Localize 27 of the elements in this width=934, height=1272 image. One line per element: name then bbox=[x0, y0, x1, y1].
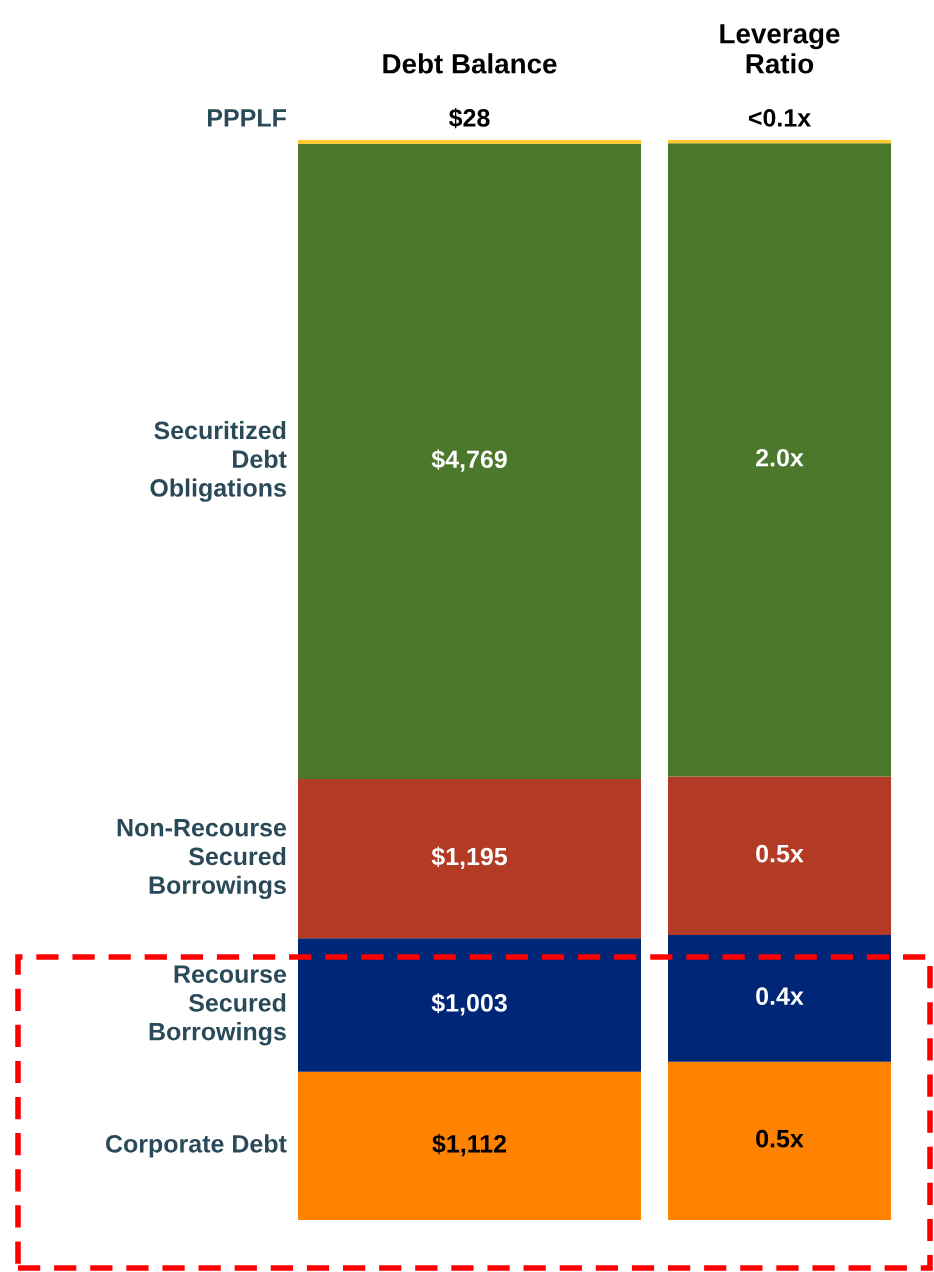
series-label: Securitized Debt Obligations bbox=[150, 420, 287, 502]
data-label: <0.1x bbox=[748, 109, 811, 127]
chart-title: Debt Balance bbox=[383, 53, 557, 74]
series-label: Corporate Debt bbox=[105, 1134, 287, 1158]
bar bbox=[668, 140, 891, 144]
series-label: Non-Recourse Secured Borrowings bbox=[117, 819, 287, 900]
data-label: $1,112 bbox=[432, 1133, 507, 1157]
bar bbox=[298, 779, 641, 939]
data-label: $1,003 bbox=[431, 992, 507, 1016]
bar bbox=[668, 934, 891, 1062]
bar bbox=[298, 140, 641, 144]
bar bbox=[668, 1061, 891, 1220]
series-label: PPPLF bbox=[207, 109, 286, 127]
data-label: 0.5x bbox=[756, 1129, 804, 1148]
data-label: 2.0x bbox=[756, 448, 804, 467]
bar bbox=[298, 938, 641, 1072]
data-label: 0.4x bbox=[756, 987, 804, 1006]
bar bbox=[668, 143, 891, 777]
bar bbox=[668, 776, 891, 935]
data-label: $1,195 bbox=[431, 846, 508, 869]
data-label: $4,769 bbox=[431, 449, 507, 472]
chart-title: Leverage Ratio bbox=[720, 24, 840, 74]
data-label: 0.5x bbox=[756, 844, 804, 863]
series-label: Recourse Secured Borrowings bbox=[149, 965, 287, 1046]
bar bbox=[298, 1071, 641, 1220]
bar bbox=[298, 143, 641, 780]
data-label: $28 bbox=[448, 107, 490, 129]
